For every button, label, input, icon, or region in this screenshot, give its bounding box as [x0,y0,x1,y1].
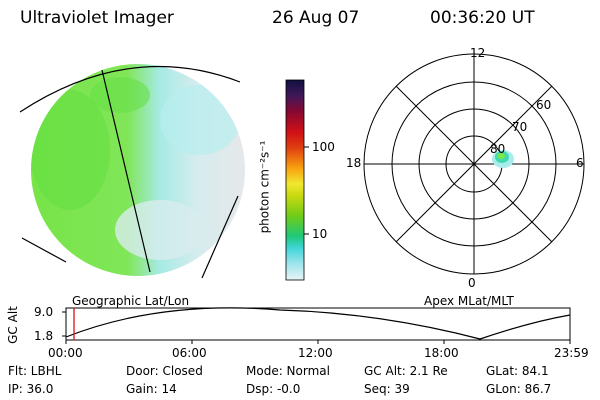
gc-alt-curve [65,307,571,340]
mlt-label-6: 6 [576,156,584,170]
door-readout: Door: Closed [126,364,203,378]
glat-readout: GLat: 84.1 [486,364,549,378]
glon-readout: GLon: 86.7 [486,382,552,396]
geo-image [19,64,245,279]
lat-line-bottom-right [201,195,239,279]
timeline-tick-0600: 06:00 [172,346,207,360]
polar-diagonal-2 [395,85,553,243]
polar-plot [363,53,585,275]
timeline-y-top: 9.0 [34,305,54,319]
colorbar-unit-label: photon cm⁻²s⁻¹ [257,140,272,234]
mlt-label-18: 18 [346,156,362,170]
instrument-title: Ultraviolet Imager [20,8,174,28]
filter-readout: Flt: LBHL [8,364,62,378]
mlt-label-12: 12 [470,46,486,60]
image-date: 26 Aug 07 [272,8,360,28]
timeline-y-bottom: 1.8 [34,329,54,343]
mlt-label-0: 0 [468,276,476,290]
dsp-readout: Dsp: -0.0 [246,382,301,396]
ip-readout: IP: 36.0 [8,382,54,396]
lat-line-top [19,65,241,113]
meridian-line [101,69,151,273]
mode-readout: Mode: Normal [246,364,330,378]
lat-line-bottom-left [21,237,67,263]
seq-readout: Seq: 39 [364,382,410,396]
orbit-timeline [62,307,571,344]
timeline-tick-1800: 18:00 [424,346,459,360]
image-time: 00:36:20 UT [430,8,535,28]
timeline-tick-0000: 00:00 [48,346,83,360]
lat-label-70: 70 [512,120,528,134]
lat-label-60: 60 [536,98,552,112]
timeline-frame [65,307,571,341]
colorbar [285,79,305,281]
colorbar-tick-label-100: 100 [312,140,335,154]
timeline-tick-2359: 23:59 [554,346,589,360]
gain-readout: Gain: 14 [126,382,177,396]
lat-label-80: 80 [490,142,506,156]
timeline-axis-label: GC Alt [5,306,20,344]
timeline-tick-1200: 12:00 [298,346,333,360]
polar-panel-label: Apex MLat/MLT [424,294,514,308]
colorbar-tick-label-10: 10 [312,227,328,241]
geo-panel-label: Geographic Lat/Lon [72,294,190,308]
aurora-speckle [31,77,240,260]
polar-aurora-spot [492,150,514,168]
gc-alt-readout: GC Alt: 2.1 Re [364,364,448,378]
